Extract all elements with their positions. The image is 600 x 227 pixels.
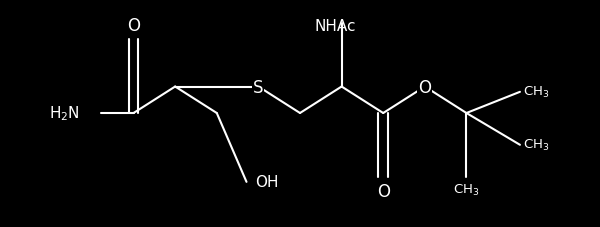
Text: S: S xyxy=(253,78,263,96)
Text: CH$_3$: CH$_3$ xyxy=(523,138,550,153)
Text: O: O xyxy=(127,17,140,35)
Text: OH: OH xyxy=(256,175,279,190)
Text: H$_2$N: H$_2$N xyxy=(49,104,80,123)
Text: CH$_3$: CH$_3$ xyxy=(523,85,550,100)
Text: CH$_3$: CH$_3$ xyxy=(453,182,479,197)
Text: O: O xyxy=(377,182,390,200)
Text: NHAc: NHAc xyxy=(315,19,356,34)
Text: O: O xyxy=(418,78,431,96)
